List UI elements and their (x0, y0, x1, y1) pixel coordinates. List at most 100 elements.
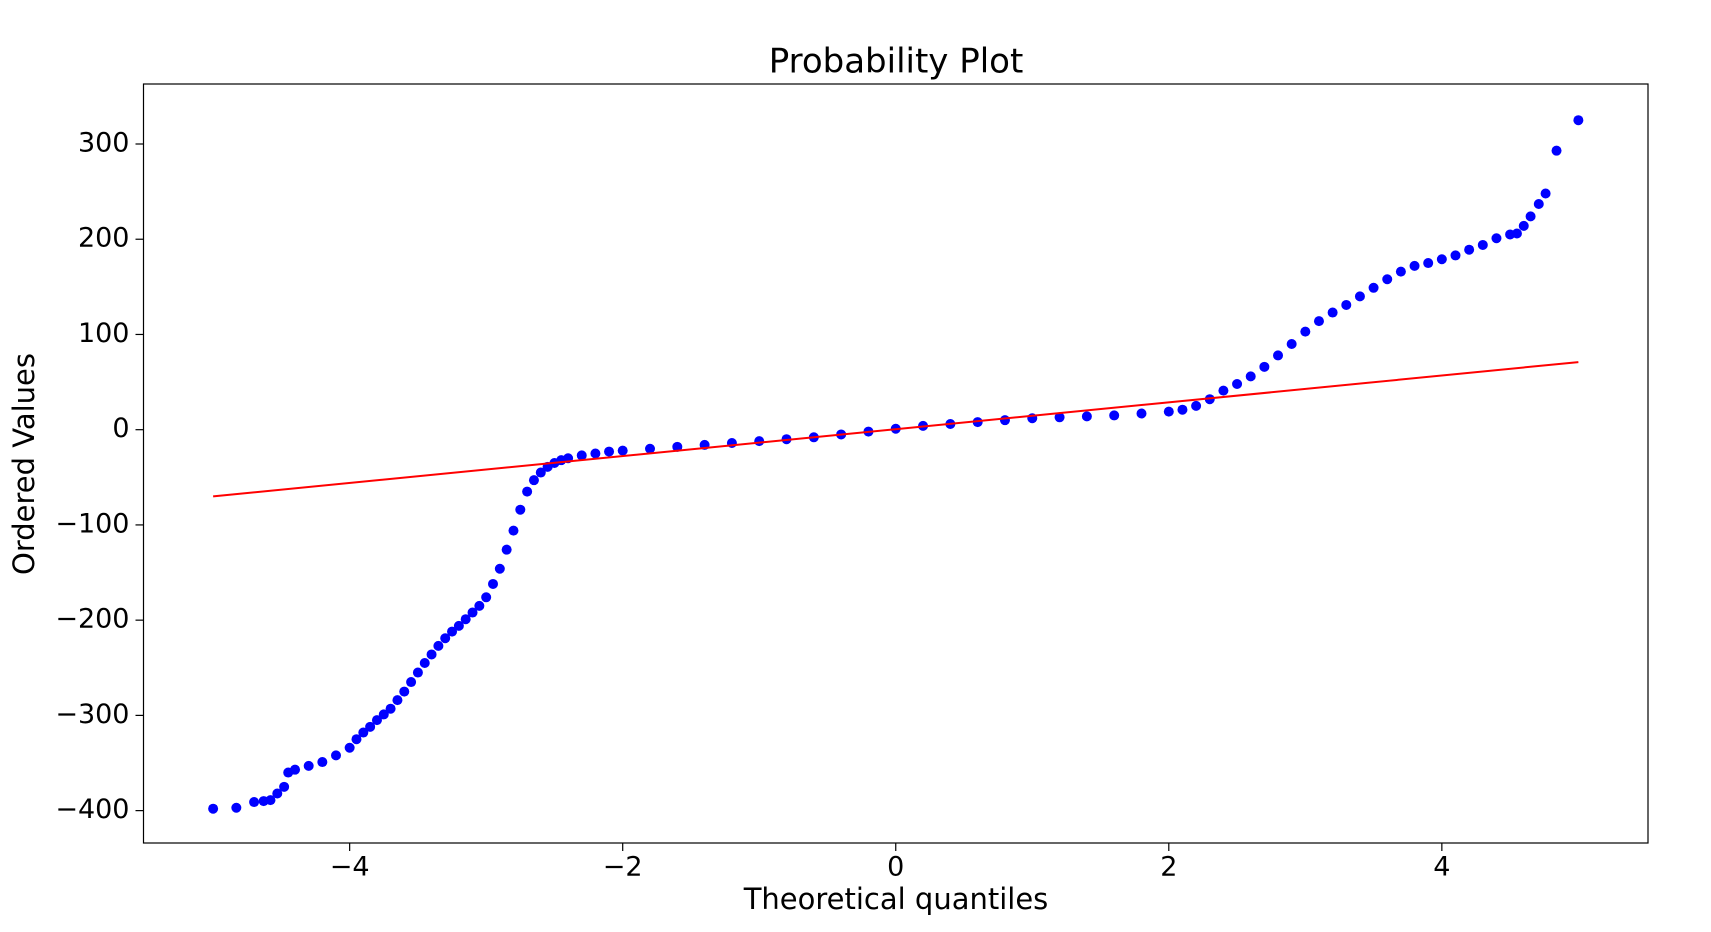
data-point (522, 486, 533, 497)
data-point (249, 797, 260, 808)
data-point (1525, 211, 1536, 222)
data-point (1259, 361, 1270, 372)
data-point (406, 677, 417, 688)
y-tick-label: 300 (78, 127, 130, 158)
x-axis-label: Theoretical quantiles (743, 882, 1049, 916)
plot-area (208, 115, 1584, 814)
data-point (1450, 250, 1461, 261)
data-point (1341, 299, 1352, 310)
data-point (1464, 244, 1475, 255)
data-point (508, 525, 519, 536)
data-point (351, 734, 362, 745)
data-point (1491, 233, 1502, 244)
data-point (1109, 410, 1120, 421)
y-tick-label: −200 (55, 604, 129, 635)
data-point (385, 703, 396, 714)
data-point (426, 649, 437, 660)
x-tick-label: −4 (330, 852, 370, 883)
data-point (1573, 115, 1584, 126)
data-point (576, 450, 587, 461)
data-point (1286, 338, 1297, 349)
data-point (481, 592, 492, 603)
data-point (488, 578, 499, 589)
data-point (272, 788, 283, 799)
data-point (1511, 228, 1522, 239)
chart-title: Probability Plot (769, 42, 1024, 82)
data-point (1300, 326, 1311, 337)
data-point (447, 626, 458, 637)
data-point (999, 415, 1010, 426)
data-point (515, 504, 526, 515)
data-point (1191, 400, 1202, 411)
y-tick-label: −400 (55, 794, 129, 825)
data-point (474, 600, 485, 611)
data-point (358, 727, 369, 738)
y-tick-label: 0 (112, 413, 129, 444)
data-point (365, 721, 376, 732)
data-point (1163, 406, 1174, 417)
data-point (1313, 316, 1324, 327)
data-point (1477, 239, 1488, 250)
data-point (1540, 188, 1551, 199)
data-point (419, 658, 430, 669)
y-axis-label: Ordered Values (7, 353, 41, 575)
data-point (399, 686, 410, 697)
data-point (1327, 307, 1338, 318)
data-point (617, 445, 628, 456)
data-point (231, 802, 242, 813)
data-point (265, 795, 276, 806)
x-tick-label: 4 (1433, 852, 1450, 883)
data-point (317, 757, 328, 768)
data-point (1354, 291, 1365, 302)
data-point (1245, 371, 1256, 382)
x-tick-label: 0 (887, 852, 904, 883)
data-point (528, 475, 539, 486)
data-point (392, 695, 403, 706)
y-tick-label: −300 (55, 699, 129, 730)
data-point (467, 607, 478, 618)
data-point (453, 620, 464, 631)
x-tick-label: −2 (603, 852, 643, 883)
data-point (1533, 198, 1544, 209)
data-point (290, 764, 301, 775)
data-point (1409, 260, 1420, 271)
x-tick-label: 2 (1160, 852, 1177, 883)
data-point (330, 750, 341, 761)
data-point (433, 640, 444, 651)
data-point (1395, 266, 1406, 277)
data-point (645, 443, 656, 454)
y-tick-label: 200 (78, 223, 130, 254)
data-point (412, 667, 423, 678)
data-point (535, 467, 546, 478)
data-point (1382, 274, 1393, 285)
data-point (590, 448, 601, 459)
data-point (1136, 408, 1147, 419)
data-point (1423, 258, 1434, 269)
data-point (1368, 282, 1379, 293)
data-point (1551, 145, 1562, 156)
data-point (1177, 404, 1188, 415)
data-point (1518, 220, 1529, 231)
data-point (1436, 254, 1447, 265)
data-point (279, 781, 290, 792)
data-point (303, 760, 314, 771)
data-point (208, 803, 219, 814)
data-point (1054, 412, 1065, 423)
y-tick-label: −100 (55, 508, 129, 539)
data-point (1081, 411, 1092, 422)
data-point (501, 544, 512, 555)
data-point (1273, 350, 1284, 361)
data-point (344, 742, 355, 753)
data-point (440, 633, 451, 644)
data-point (378, 709, 389, 720)
data-point (371, 715, 382, 726)
fit-line (213, 361, 1579, 498)
data-point (1232, 378, 1243, 389)
data-point (604, 446, 615, 457)
data-point (494, 563, 505, 574)
data-point (672, 441, 683, 452)
data-point (460, 614, 471, 625)
data-point (754, 436, 765, 447)
data-point (1218, 385, 1229, 396)
